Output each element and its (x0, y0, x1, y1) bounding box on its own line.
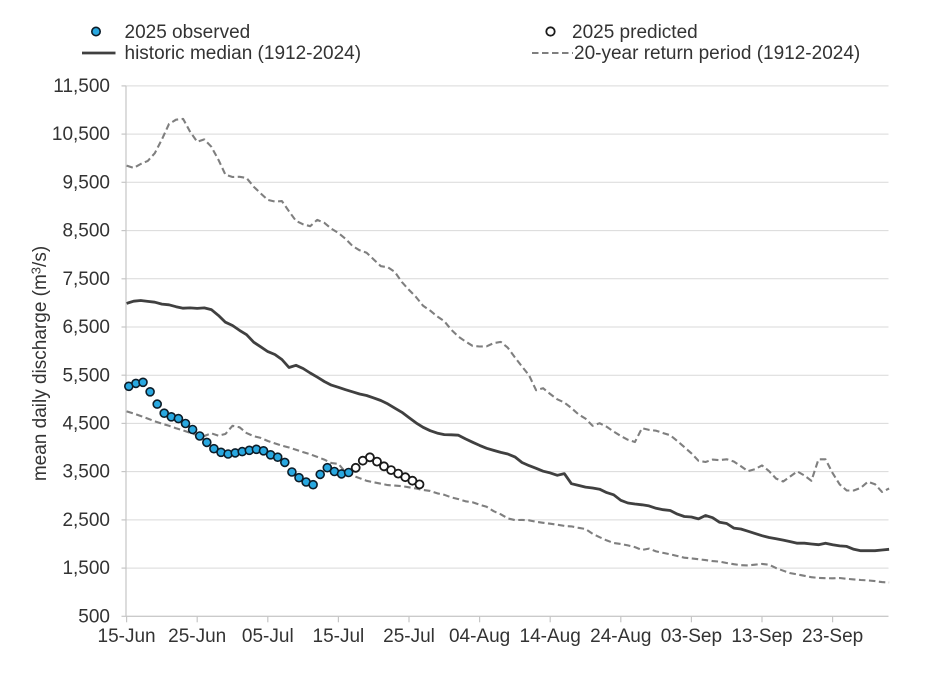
svg-text:10,500: 10,500 (52, 124, 110, 145)
svg-text:05-Jul: 05-Jul (242, 626, 294, 647)
svg-text:500: 500 (78, 606, 110, 627)
svg-text:2025 predicted: 2025 predicted (572, 22, 698, 43)
svg-text:1,500: 1,500 (62, 558, 110, 579)
svg-text:9,500: 9,500 (62, 172, 110, 193)
svg-text:13-Sep: 13-Sep (731, 626, 792, 647)
svg-text:4,500: 4,500 (62, 414, 110, 435)
svg-text:25-Jun: 25-Jun (168, 626, 226, 647)
svg-text:04-Aug: 04-Aug (449, 626, 510, 647)
svg-text:20-year return period (1912-20: 20-year return period (1912-2024) (574, 43, 860, 64)
svg-text:5,500: 5,500 (62, 365, 110, 386)
svg-text:11,500: 11,500 (53, 76, 110, 97)
svg-text:25-Jul: 25-Jul (383, 626, 435, 647)
svg-text:mean daily discharge (m3/s): mean daily discharge (m3/s) (29, 246, 52, 481)
svg-text:2,500: 2,500 (62, 510, 110, 531)
svg-text:23-Sep: 23-Sep (802, 626, 863, 647)
svg-text:3,500: 3,500 (62, 462, 110, 483)
svg-text:8,500: 8,500 (62, 221, 110, 242)
svg-text:15-Jun: 15-Jun (98, 626, 156, 647)
svg-text:2025 observed: 2025 observed (125, 22, 251, 43)
svg-text:6,500: 6,500 (62, 317, 110, 338)
svg-text:historic median (1912-2024): historic median (1912-2024) (125, 43, 362, 64)
svg-text:15-Jul: 15-Jul (313, 626, 365, 647)
svg-text:03-Sep: 03-Sep (661, 626, 722, 647)
svg-text:24-Aug: 24-Aug (590, 626, 651, 647)
svg-text:7,500: 7,500 (62, 269, 110, 290)
svg-text:14-Aug: 14-Aug (520, 626, 581, 647)
